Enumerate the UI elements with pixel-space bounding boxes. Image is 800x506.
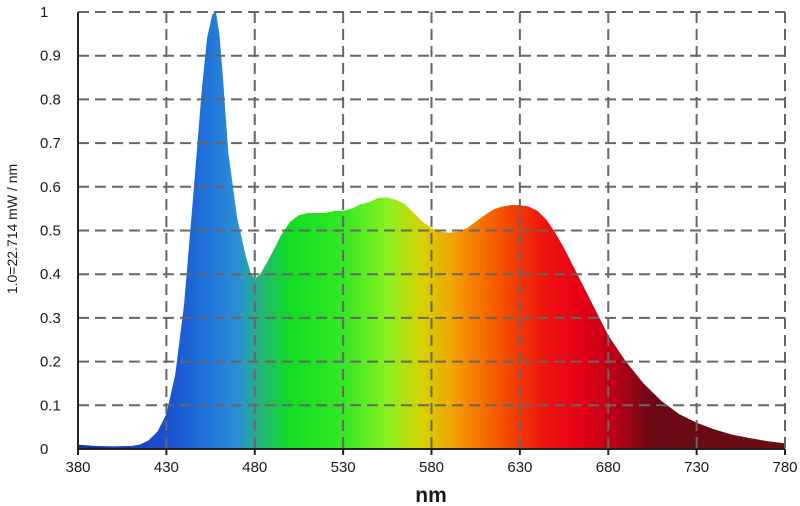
y-tick-label-1: 0.1 <box>40 397 61 414</box>
y-tick-label-8: 0.8 <box>40 91 61 108</box>
x-tick-label-3: 530 <box>331 459 356 476</box>
axes <box>77 12 786 455</box>
x-tick-label-5: 630 <box>507 459 532 476</box>
y-tick-label-2: 0.2 <box>40 354 61 371</box>
tick-labels: 0 0.1 0.2 0.3 0.4 0.5 0.6 0.7 0.8 0.9 1 380 430 480 53… <box>40 4 798 476</box>
y-axis-title: 1.0=22.714 mW / nm <box>4 164 20 294</box>
x-tick-label-8: 780 <box>772 459 797 476</box>
x-tick-label-6: 680 <box>596 459 621 476</box>
grid-lines <box>78 11 786 449</box>
y-tick-label-10: 1 <box>40 4 48 21</box>
y-tick-label-5: 0.5 <box>40 223 61 240</box>
y-tick-label-4: 0.4 <box>40 266 61 283</box>
x-tick-label-7: 730 <box>684 459 709 476</box>
y-tick-label-6: 0.6 <box>40 179 61 196</box>
x-axis-title: nm <box>415 484 447 506</box>
y-tick-label-3: 0.3 <box>40 310 61 327</box>
y-tick-label-9: 0.9 <box>40 48 61 65</box>
x-tick-label-1: 430 <box>154 459 179 476</box>
x-tick-label-0: 380 <box>65 459 90 476</box>
x-tick-label-2: 480 <box>242 459 267 476</box>
y-tick-label-0: 0 <box>40 441 48 458</box>
x-tick-label-4: 580 <box>419 459 444 476</box>
y-tick-label-7: 0.7 <box>40 135 61 152</box>
